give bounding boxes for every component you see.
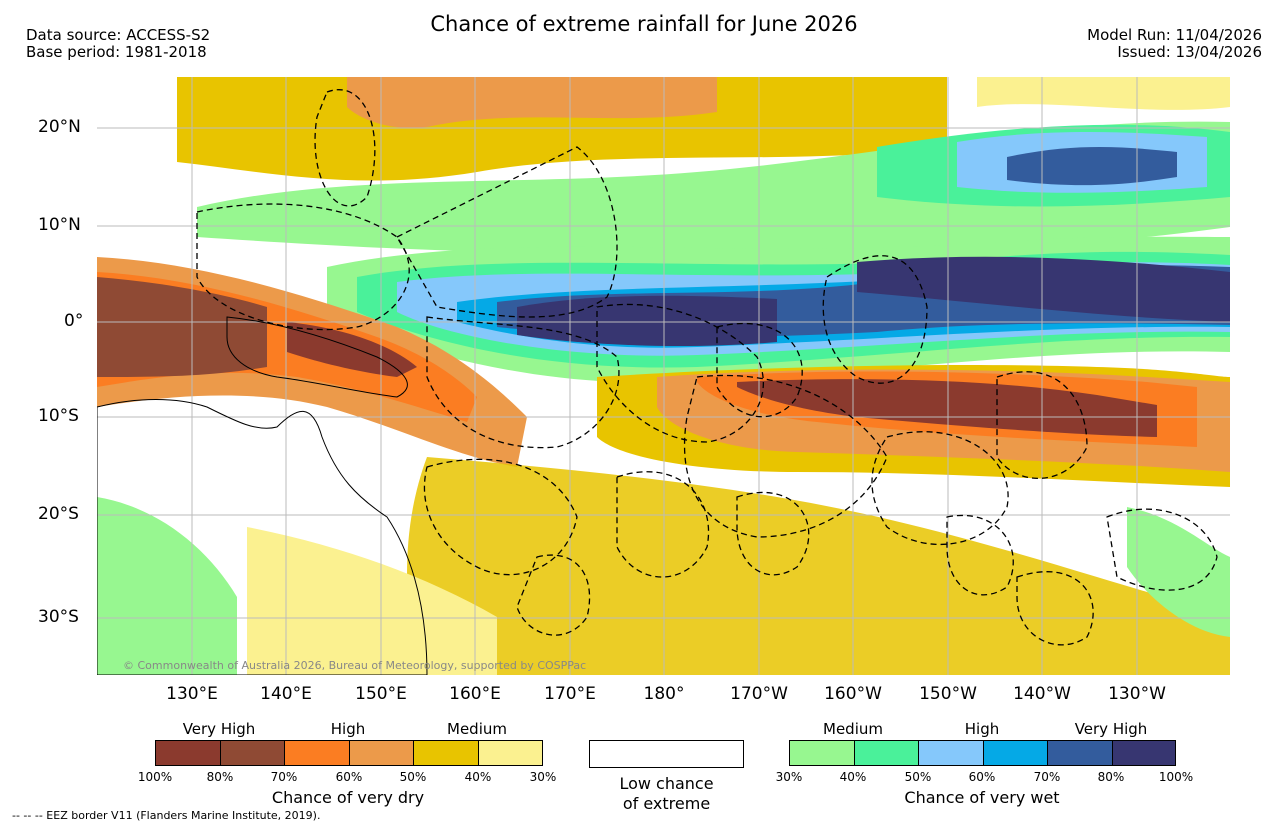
dry-colorbar <box>155 740 543 766</box>
dry-swatch-4 <box>349 740 413 766</box>
low-chance-label: Low chance of extreme <box>589 774 744 814</box>
lat-label-10n: 10°N <box>38 215 81 235</box>
lat-label-20n: 20°N <box>38 117 81 137</box>
wet-tick-50: 50% <box>904 770 932 784</box>
low-chance-line1: Low chance <box>619 774 714 793</box>
lon-label-180: 180° <box>643 684 685 704</box>
dry-swatch-6 <box>478 740 543 766</box>
wet-swatch-2 <box>854 740 918 766</box>
dry-tick-80: 80% <box>206 770 234 784</box>
map-title: Chance of extreme rainfall for June 2026 <box>430 12 858 36</box>
wet-swatch-3 <box>918 740 983 766</box>
dry-tick-50: 50% <box>399 770 427 784</box>
lon-label-140w: 140°W <box>1013 684 1071 704</box>
meta-right: Model Run: 11/04/2026 Issued: 13/04/2026 <box>1087 27 1262 61</box>
dry-group-very-high: Very High <box>182 720 256 738</box>
map-canvas <box>97 77 1230 675</box>
wet-group-very-high: Very High <box>1074 720 1148 738</box>
wet-caption: Chance of very wet <box>904 788 1060 807</box>
data-source: Data source: ACCESS-S2 <box>26 26 211 44</box>
dry-tick-100: 100% <box>137 770 173 784</box>
lat-label-20s: 20°S <box>38 504 79 524</box>
wet-patches-southwest <box>97 497 237 675</box>
meta-left: Data source: ACCESS-S2 Base period: 1981… <box>26 27 210 61</box>
wet-tick-100: 100% <box>1158 770 1194 784</box>
graticule <box>97 77 1230 675</box>
lon-label-130w: 130°W <box>1108 684 1166 704</box>
issued-date: Issued: 13/04/2026 <box>1117 43 1262 61</box>
dry-band-south-core <box>737 379 1157 437</box>
dry-band-west-veryhigh <box>97 277 267 377</box>
wet-tick-60: 60% <box>968 770 996 784</box>
dry-patches-south <box>407 457 1230 675</box>
wet-group-high: High <box>964 720 1000 738</box>
dry-band-north-high <box>347 77 717 128</box>
wet-tick-80: 80% <box>1097 770 1125 784</box>
dry-swatch-5 <box>413 740 478 766</box>
wet-tick-30: 30% <box>775 770 803 784</box>
dry-swatch-2 <box>220 740 284 766</box>
model-run: Model Run: 11/04/2026 <box>1087 26 1262 44</box>
wet-swatch-5 <box>1047 740 1112 766</box>
rainfall-map: © Commonwealth of Australia 2026, Bureau… <box>97 77 1230 675</box>
dry-tick-30: 30% <box>529 770 557 784</box>
low-chance-swatch <box>589 740 744 768</box>
lon-label-170w: 170°W <box>730 684 788 704</box>
wet-band-north-core <box>1007 147 1177 186</box>
eez-borders <box>196 89 1218 646</box>
australia-coastline <box>97 399 428 675</box>
wet-band-equator-100a <box>517 295 777 347</box>
dry-patches-south-pale <box>247 527 497 675</box>
new-guinea-coastline <box>226 316 408 398</box>
lon-label-150w: 150°W <box>919 684 977 704</box>
wet-swatch-4 <box>983 740 1047 766</box>
wet-colorbar <box>789 740 1176 766</box>
lon-label-160e: 160°E <box>449 684 501 704</box>
wet-tick-40: 40% <box>839 770 867 784</box>
dry-band-north-pale <box>977 77 1230 110</box>
dry-group-medium: Medium <box>447 720 507 738</box>
dry-band-west-veryhigh2 <box>287 322 417 377</box>
dry-group-high: High <box>330 720 366 738</box>
wet-group-medium: Medium <box>823 720 883 738</box>
wet-tick-70: 70% <box>1033 770 1061 784</box>
base-period: Base period: 1981-2018 <box>26 43 207 61</box>
lon-label-140e: 140°E <box>260 684 312 704</box>
copyright-notice: © Commonwealth of Australia 2026, Bureau… <box>123 659 587 672</box>
dry-tick-60: 60% <box>335 770 363 784</box>
dry-tick-40: 40% <box>464 770 492 784</box>
lon-label-130e: 130°E <box>166 684 218 704</box>
lat-label-10s: 10°S <box>38 406 79 426</box>
wet-swatch-1 <box>789 740 854 766</box>
lon-label-170e: 170°E <box>544 684 596 704</box>
wet-patches-southeast <box>1127 507 1230 637</box>
dry-swatch-3 <box>284 740 349 766</box>
wet-swatch-6 <box>1112 740 1176 766</box>
low-chance-line2: of extreme <box>622 794 711 813</box>
lon-label-160w: 160°W <box>824 684 882 704</box>
eez-footnote: -- -- -- EEZ border V11 (Flanders Marine… <box>12 809 321 822</box>
lat-label-equator: 0° <box>64 311 84 331</box>
lon-label-150e: 150°E <box>355 684 407 704</box>
dry-swatch-1 <box>155 740 220 766</box>
dry-tick-70: 70% <box>270 770 298 784</box>
lat-label-30s: 30°S <box>38 607 79 627</box>
dry-caption: Chance of very dry <box>271 788 425 807</box>
